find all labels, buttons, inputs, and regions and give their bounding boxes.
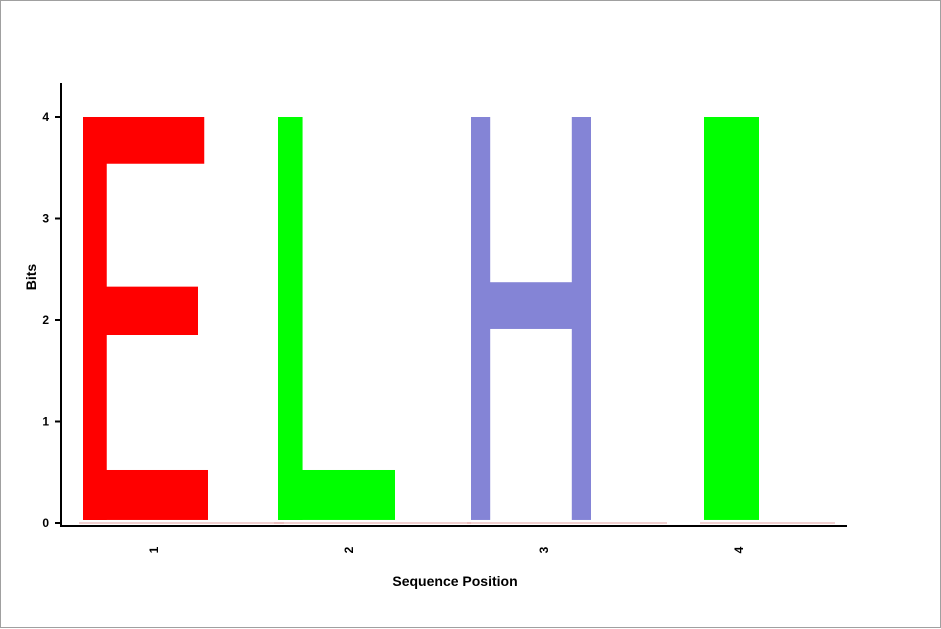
y-tick-label: 0 — [42, 516, 49, 530]
logo-letter-h-pos-3 — [467, 117, 667, 524]
letter-stroke — [278, 469, 395, 520]
y-tick-label: 4 — [42, 110, 49, 124]
residual-letters — [467, 522, 667, 524]
letter-stroke — [278, 117, 303, 520]
y-axis-ticks: 0 1 2 3 4 — [42, 110, 61, 530]
letter-stroke — [83, 286, 198, 335]
letter-stroke — [83, 117, 205, 164]
letter-stroke — [83, 469, 208, 520]
logo-letters — [79, 117, 835, 524]
residual-letters — [274, 522, 471, 524]
x-axis-title: Sequence Position — [392, 573, 517, 589]
x-tick-label: 3 — [537, 546, 551, 553]
logo-letter-l-pos-2 — [274, 117, 471, 524]
y-tick-label: 1 — [42, 415, 49, 429]
y-axis-title: Bits — [23, 264, 39, 291]
logo-letter-e-pos-1 — [79, 117, 284, 524]
x-tick-label: 4 — [732, 546, 746, 553]
residual-letters — [79, 522, 284, 524]
letter-stroke — [471, 282, 591, 329]
residual-letters — [700, 522, 835, 524]
x-tick-label: 1 — [147, 546, 161, 553]
y-tick-label: 3 — [42, 212, 49, 226]
letter-stroke — [704, 117, 759, 520]
y-tick-label: 2 — [42, 313, 49, 327]
logo-letter-i-pos-4 — [700, 117, 835, 524]
x-axis-tick-labels: 1 2 3 4 — [147, 546, 746, 553]
x-tick-label: 2 — [342, 546, 356, 553]
